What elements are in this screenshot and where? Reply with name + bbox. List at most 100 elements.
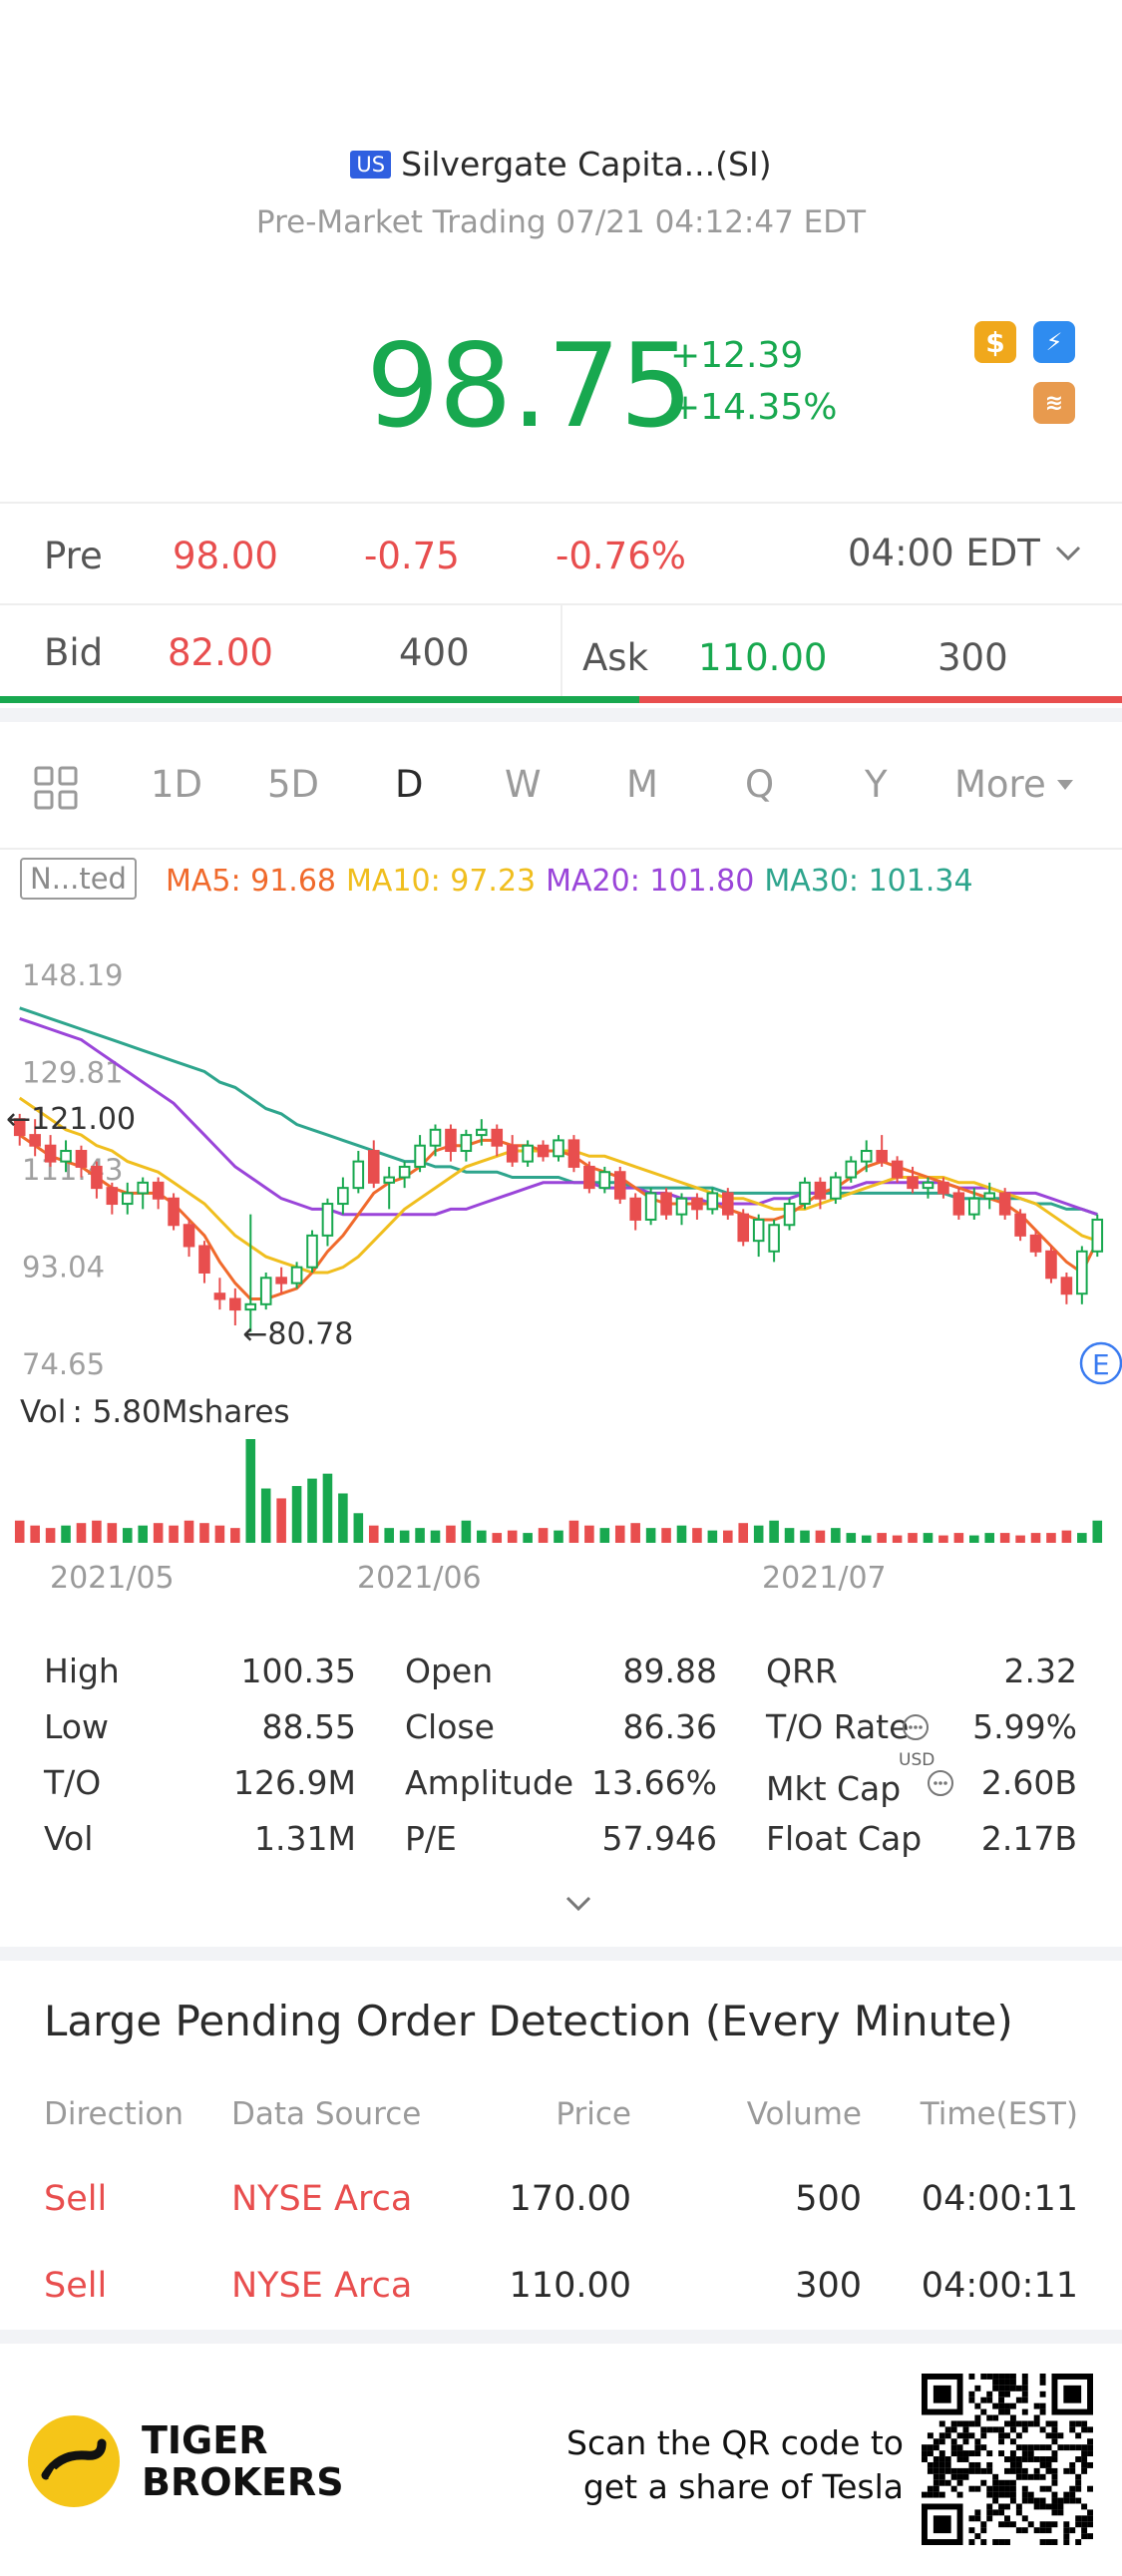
qr-module <box>1081 2521 1088 2528</box>
candle-body <box>44 1144 57 1163</box>
qr-module <box>1004 2402 1010 2409</box>
qr-module <box>980 2527 987 2534</box>
price-change: +12.39 <box>670 335 804 376</box>
qr-module <box>974 2509 981 2516</box>
candle-body <box>244 1302 257 1311</box>
qr-module <box>968 2450 975 2457</box>
qr-module <box>1045 2503 1052 2510</box>
qr-module <box>1075 2515 1082 2522</box>
qr-module <box>1075 2479 1082 2486</box>
qr-module <box>992 2491 999 2498</box>
tab-5d[interactable]: 5D <box>267 763 320 806</box>
ma30-line <box>19 1006 1098 1217</box>
info-dots-icon[interactable] <box>902 1713 930 1741</box>
volume-bar <box>953 1533 964 1543</box>
stat-label-float-cap: Float Cap <box>766 1819 923 1858</box>
qr-module <box>1087 2509 1093 2516</box>
qr-module <box>1045 2461 1052 2468</box>
tab-q[interactable]: Q <box>745 763 775 806</box>
tab-w[interactable]: W <box>505 763 542 806</box>
qr-module <box>1057 2497 1064 2504</box>
qr-module <box>938 2450 945 2457</box>
brand-name: TIGER BROKERS <box>142 2419 344 2503</box>
qr-module <box>974 2450 981 2457</box>
qr-module <box>1039 2426 1046 2433</box>
qr-module <box>980 2539 987 2545</box>
table-row[interactable]: Sell NYSE Arca 110.00 300 04:00:11 <box>0 2266 1122 2326</box>
qr-module <box>986 2467 993 2474</box>
candle-body <box>553 1139 564 1158</box>
bid-label: Bid <box>44 631 104 674</box>
dollar-badge-icon[interactable]: $ <box>974 321 1016 363</box>
qr-module <box>956 2456 963 2462</box>
volume-bar <box>76 1523 87 1543</box>
qr-module <box>933 2485 939 2492</box>
qr-module <box>1045 2521 1052 2528</box>
tab-more[interactable]: More <box>954 763 1074 806</box>
tab-y[interactable]: Y <box>865 763 888 806</box>
tab-d[interactable]: D <box>395 763 424 806</box>
volume-bar <box>1015 1535 1025 1543</box>
candle-body <box>290 1266 303 1285</box>
order-price: 170.00 <box>509 2179 631 2219</box>
qr-module <box>992 2473 999 2480</box>
qr-module <box>938 2473 945 2480</box>
qr-module <box>974 2402 981 2409</box>
candle-body <box>383 1176 395 1184</box>
qr-module <box>922 2450 928 2457</box>
qr-module <box>998 2396 1005 2403</box>
adjust-type-button[interactable]: N...ted <box>20 858 137 900</box>
qr-module <box>980 2396 987 2403</box>
qr-module <box>927 2450 934 2457</box>
candle-body <box>830 1176 842 1200</box>
layers-badge-icon[interactable]: ≋ <box>1033 382 1075 424</box>
volume-bar <box>523 1533 533 1543</box>
candlestick-chart[interactable]: 148.19 129.81 111.43 93.04 74.65 ←121.00 ←80.7… <box>0 937 1122 1396</box>
qr-module <box>1081 2467 1088 2474</box>
table-row[interactable]: Sell NYSE Arca 170.00 500 04:00:11 <box>0 2179 1122 2239</box>
tab-1d[interactable]: 1D <box>151 763 203 806</box>
qr-module <box>1051 2539 1058 2545</box>
candle-body <box>1091 1218 1104 1253</box>
lightning-badge-icon[interactable]: ⚡ <box>1033 321 1075 363</box>
qr-module <box>992 2539 999 2545</box>
qr-module <box>968 2374 975 2380</box>
stock-title-row[interactable]: US Silvergate Capita...(SI) <box>0 145 1122 184</box>
col-data-source: Data Source <box>231 2096 422 2132</box>
layout-grid-icon[interactable] <box>34 766 78 810</box>
session-time-dropdown[interactable]: 04:00 EDT <box>848 532 1082 574</box>
ma20-label: MA20: 101.80 <box>546 864 755 899</box>
qr-module <box>1033 2456 1040 2462</box>
stat-label-close: Close <box>405 1707 495 1746</box>
qr-module <box>1069 2426 1076 2433</box>
qr-module <box>980 2432 987 2439</box>
info-dots-icon[interactable] <box>927 1769 954 1797</box>
expand-chevron-icon[interactable] <box>564 1895 592 1913</box>
candle-body <box>845 1160 858 1179</box>
qr-module <box>922 2444 928 2451</box>
stat-label-t-o-rate: T/O Rate <box>766 1707 910 1746</box>
qr-module <box>1075 2539 1082 2545</box>
candle-body <box>1014 1213 1026 1237</box>
qr-module <box>944 2467 951 2474</box>
qr-module <box>962 2432 969 2439</box>
qr-module <box>1039 2456 1046 2462</box>
qr-module <box>1009 2420 1016 2427</box>
qr-module <box>1087 2521 1093 2528</box>
volume-bar <box>568 1520 579 1543</box>
qr-module <box>1075 2456 1082 2462</box>
chevron-down-icon <box>1055 546 1080 560</box>
qr-module <box>1063 2527 1070 2534</box>
qr-module <box>1039 2391 1046 2397</box>
qr-module <box>998 2432 1005 2439</box>
volume-chart[interactable] <box>0 1431 1122 1546</box>
qr-module <box>927 2461 934 2468</box>
stock-title: Silvergate Capita...(SI) <box>401 145 772 184</box>
volume-bar <box>784 1528 795 1543</box>
order-direction: Sell <box>44 2266 108 2306</box>
qr-module <box>938 2420 945 2427</box>
candle-body <box>337 1187 349 1206</box>
tab-m[interactable]: M <box>626 763 658 806</box>
col-price: Price <box>556 2096 631 2132</box>
qr-module <box>980 2521 987 2528</box>
